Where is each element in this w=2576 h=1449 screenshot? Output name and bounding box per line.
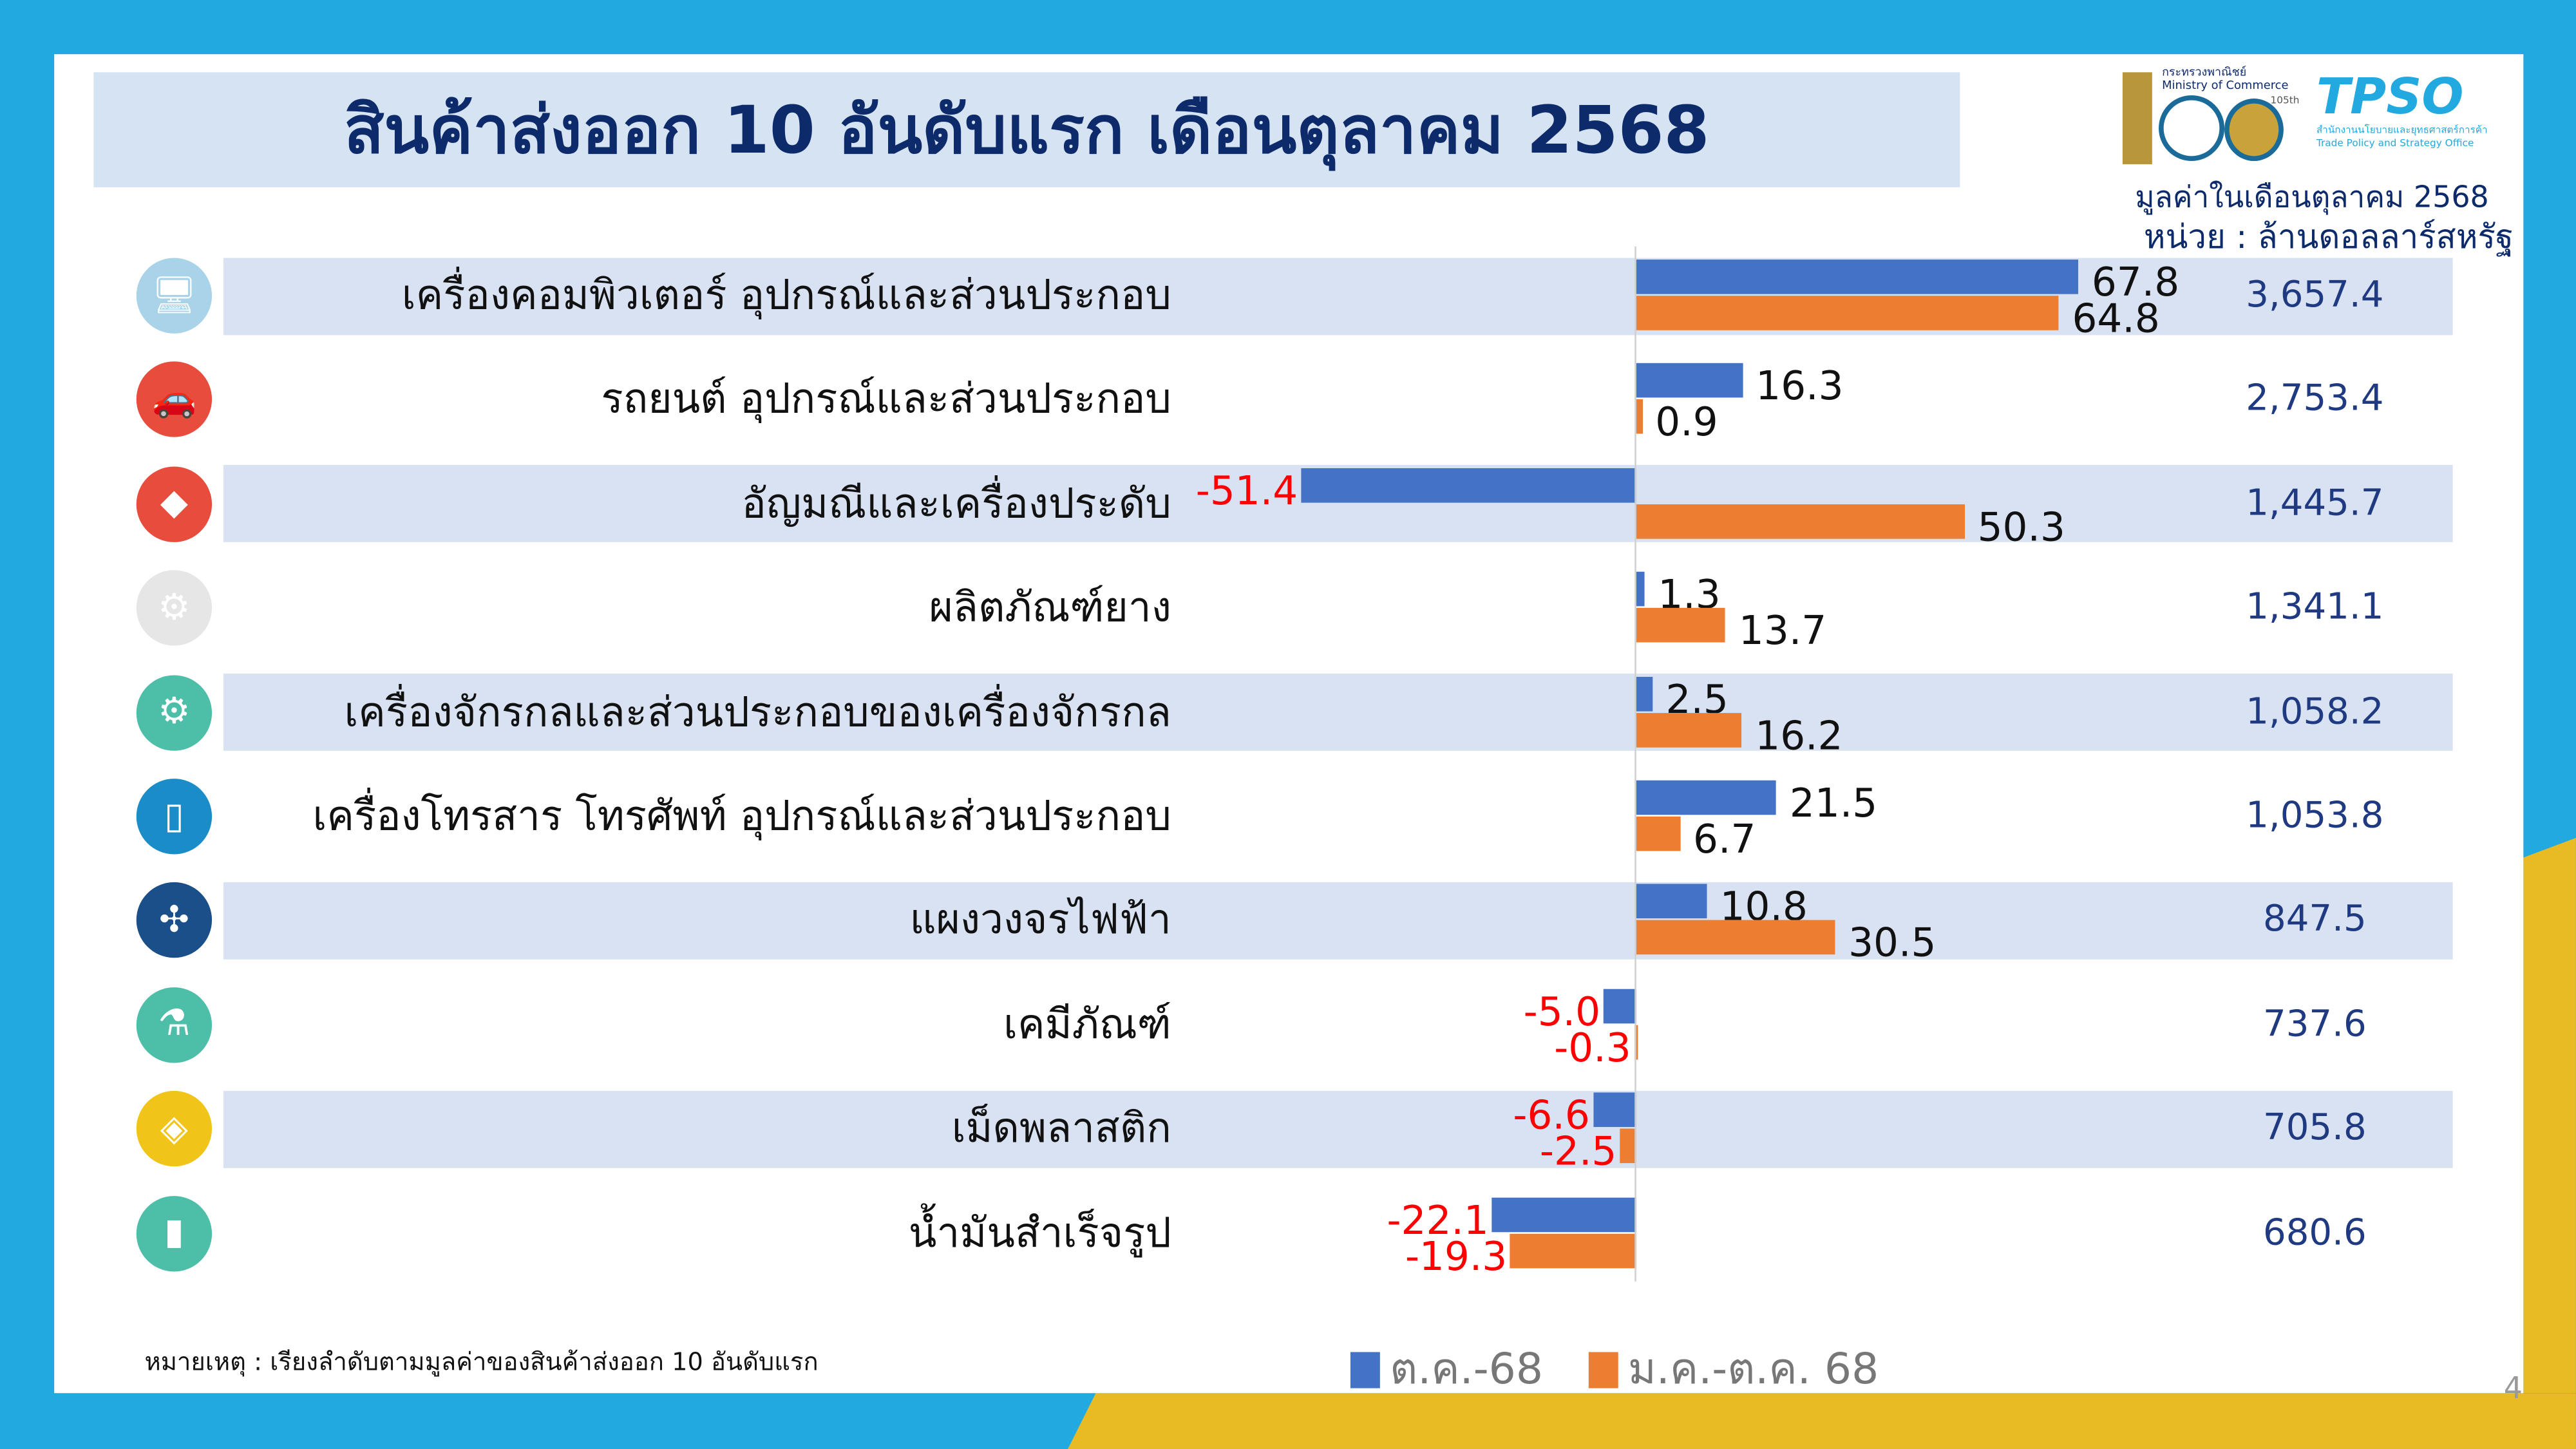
- category-label: แผงวงจรไฟฟ้า: [909, 896, 1171, 944]
- bar-oct68: [1636, 884, 1707, 920]
- total-value: 680.6: [2263, 1212, 2367, 1254]
- bar-oct68: [1636, 676, 1653, 711]
- legend-swatch-blue: [1350, 1351, 1380, 1388]
- data-label: 16.3: [1756, 363, 1844, 410]
- category-label: เม็ดพลาสติก: [951, 1104, 1171, 1152]
- total-value: 3,657.4: [2246, 275, 2384, 317]
- car-icon: 🚗: [136, 362, 213, 438]
- legend-item-jan-oct68: ม.ค.-ต.ค. 68: [1588, 1336, 1879, 1403]
- bar-jan-oct68: [1510, 1233, 1636, 1268]
- bottom-yellow-band: [1068, 1393, 2576, 1449]
- footnote: หมายเหตุ : เรียงลำดับตามมูลค่าของสินค้าส…: [144, 1347, 819, 1377]
- data-label: -19.3: [1405, 1233, 1508, 1280]
- category-label: รถยนต์ อุปกรณ์และส่วนประกอบ: [601, 375, 1171, 423]
- bar-oct68: [1492, 1197, 1636, 1232]
- data-label: 21.5: [1789, 780, 1878, 827]
- legend-swatch-orange: [1588, 1351, 1618, 1388]
- row-background: [223, 674, 2453, 752]
- data-label: 64.8: [2072, 296, 2160, 342]
- data-label: -5.0: [1523, 989, 1601, 1035]
- unit-label: หน่วย : ล้านดอลลาร์สหรัฐ: [2143, 216, 2514, 256]
- data-label: -0.3: [1554, 1025, 1631, 1071]
- bar-oct68: [1636, 572, 1645, 607]
- bar-jan-oct68: [1636, 399, 1642, 435]
- category-label: เครื่องโทรสาร โทรศัพท์ อุปกรณ์และส่วนประ…: [312, 791, 1171, 840]
- title-box: สินค้าส่งออก 10 อันดับแรก เดือนตุลาคม 25…: [93, 72, 1960, 187]
- data-label: 30.5: [1848, 920, 1937, 967]
- row-background: [223, 882, 2453, 960]
- gear-icon: ⚙: [136, 674, 213, 750]
- category-label: น้ำมันสำเร็จรูป: [908, 1208, 1171, 1256]
- total-value: 737.6: [2263, 1004, 2367, 1046]
- bar-jan-oct68: [1636, 296, 2060, 330]
- data-label: 6.7: [1693, 816, 1756, 863]
- chart-subtitle: มูลค่าในเดือนตุลาคม 2568: [2135, 180, 2489, 216]
- category-label: เครื่องคอมพิวเตอร์ อุปกรณ์และส่วนประกอบ: [401, 270, 1171, 319]
- row-background: [223, 1090, 2453, 1168]
- oil-barrel-icon: ▮: [136, 1195, 213, 1271]
- bar-jan-oct68: [1620, 1129, 1636, 1164]
- bar-oct68: [1301, 468, 1636, 503]
- page-number: 4: [2503, 1372, 2523, 1406]
- chemical-flask-icon: ⚗: [136, 987, 213, 1063]
- zero-axis: [1634, 246, 1636, 1282]
- diamond-icon: ◆: [136, 466, 213, 542]
- total-value: 1,058.2: [2246, 692, 2384, 733]
- data-label: -51.4: [1195, 468, 1298, 514]
- bar-oct68: [1636, 260, 2079, 294]
- bar-jan-oct68: [1636, 608, 1726, 643]
- total-value: 705.8: [2263, 1108, 2367, 1150]
- bar-jan-oct68: [1636, 712, 1742, 747]
- bar-oct68: [1593, 1092, 1636, 1128]
- right-yellow-band: [2523, 838, 2576, 1394]
- data-label: 0.9: [1655, 399, 1718, 446]
- category-label: เครื่องจักรกลและส่วนประกอบของเครื่องจักร…: [344, 687, 1171, 735]
- bar-jan-oct68: [1636, 920, 1835, 956]
- tpso-logo: TPSO สำนักงานนโยบายและยุทธศาสตร์การค้า T…: [2316, 69, 2488, 150]
- category-label: ผลิตภัณฑ์ยาง: [929, 583, 1171, 632]
- category-label: อัญมณีและเครื่องประดับ: [741, 479, 1171, 527]
- ministry-logo: กระทรวงพาณิชย์ Ministry of Commerce 105th: [2122, 66, 2299, 167]
- bar-oct68: [1636, 363, 1743, 399]
- data-label: 13.7: [1738, 608, 1827, 654]
- data-label: -2.5: [1539, 1129, 1617, 1175]
- data-label: -6.6: [1513, 1092, 1590, 1139]
- data-label: -22.1: [1387, 1197, 1489, 1244]
- total-value: 1,053.8: [2246, 795, 2384, 837]
- category-label: เคมีภัณฑ์: [1003, 1000, 1171, 1048]
- bar-oct68: [1604, 989, 1636, 1023]
- total-value: 2,753.4: [2246, 379, 2384, 421]
- plastic-bag-icon: ◈: [136, 1091, 213, 1167]
- data-label: 67.8: [2091, 260, 2180, 306]
- circuit-icon: ✣: [136, 882, 213, 959]
- smartphone-icon: ▯: [136, 779, 213, 855]
- bar-oct68: [1636, 780, 1777, 815]
- computer-icon: 🖥: [136, 258, 213, 334]
- total-value: 847.5: [2263, 900, 2367, 942]
- page-title: สินค้าส่งออก 10 อันดับแรก เดือนตุลาคม 25…: [344, 93, 1710, 169]
- legend-item-oct68: ต.ค.-68: [1350, 1336, 1543, 1403]
- data-label: 16.2: [1755, 712, 1843, 759]
- bar-jan-oct68: [1636, 504, 1965, 539]
- data-label: 50.3: [1977, 504, 2065, 551]
- total-value: 1,445.7: [2246, 483, 2384, 525]
- total-value: 1,341.1: [2246, 587, 2384, 629]
- bar-jan-oct68: [1636, 816, 1680, 851]
- tire-worker-icon: ⚙: [136, 570, 213, 647]
- row-background: [223, 257, 2453, 335]
